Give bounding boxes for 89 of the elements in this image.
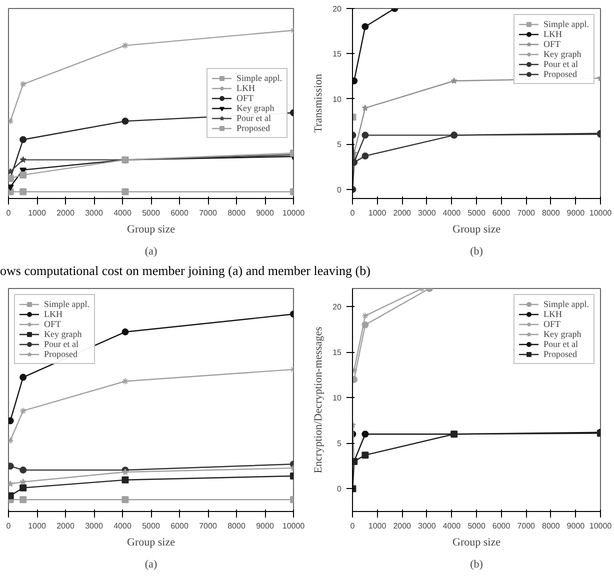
x-axis-title: Group size xyxy=(452,224,501,236)
text: ows computational cost on member joining (a) and member leaving (b) xyxy=(0,262,370,280)
y-tick-label: 0 xyxy=(337,185,342,194)
legend-label: Key graph xyxy=(44,329,82,339)
x-tick-label: 5000 xyxy=(142,208,160,218)
legend-label: Proposed xyxy=(236,123,270,133)
x-tick-label: 1000 xyxy=(28,208,46,218)
text: (b) xyxy=(470,558,484,570)
y-tick-label: 5 xyxy=(337,140,342,150)
x-tick-label: 4000 xyxy=(442,522,462,530)
x-tick-label: 5000 xyxy=(468,208,486,218)
x-tick-label: 10000 xyxy=(589,522,612,530)
text: (b) xyxy=(470,246,484,258)
legend-label: OFT xyxy=(544,319,561,329)
x-tick-label: 8000 xyxy=(542,208,560,218)
legend-label: Simple appl. xyxy=(544,19,589,29)
legend-label: Pour et al xyxy=(236,113,271,123)
y-tick-label: 15 xyxy=(332,50,342,59)
x-tick-label: 8000 xyxy=(228,522,246,530)
x-tick-label: 2000 xyxy=(56,208,75,218)
legend-label: OFT xyxy=(44,319,62,329)
legend-label: OFT xyxy=(544,39,561,49)
x-tick-label: 1000 xyxy=(368,208,387,218)
y-tick-label: 20 xyxy=(332,4,342,14)
x-tick-label: 7000 xyxy=(199,522,218,530)
legend-label: Simple appl. xyxy=(236,73,282,83)
x-tick-label: 5000 xyxy=(142,522,160,530)
legend-label: Proposed xyxy=(544,69,577,79)
x-tick-label: 9000 xyxy=(256,208,274,218)
legend-label: Proposed xyxy=(44,349,78,359)
x-tick-label: 10000 xyxy=(282,208,306,218)
x-tick-label: 2000 xyxy=(393,522,412,530)
x-tick-label: 0 xyxy=(350,208,356,218)
y-tick-label: 5 xyxy=(337,439,342,448)
legend-label: Key graph xyxy=(544,329,582,339)
x-axis-title: Group size xyxy=(127,224,176,236)
x-tick-label: 3000 xyxy=(85,208,104,218)
legend-label: Pour et al xyxy=(544,59,578,69)
y-tick-label: 0 xyxy=(337,484,342,494)
legend-label: Key graph xyxy=(236,103,274,113)
legend-label: Proposed xyxy=(544,349,577,359)
x-tick-label: 10000 xyxy=(589,208,612,218)
x-tick-label: 0 xyxy=(350,522,356,530)
x-tick-label: 0 xyxy=(6,522,12,530)
legend-label: LKH xyxy=(236,83,256,93)
x-tick-label: 10000 xyxy=(282,522,306,530)
x-tick-label: 6000 xyxy=(492,208,511,218)
x-tick-label: 7000 xyxy=(517,522,536,530)
x-tick-label: 5000 xyxy=(468,522,486,530)
x-tick-label: 9000 xyxy=(256,522,274,530)
x-tick-label: 4000 xyxy=(442,208,462,218)
x-tick-label: 9000 xyxy=(566,522,586,530)
x-tick-label: 7000 xyxy=(199,208,218,218)
x-tick-label: 4000 xyxy=(114,208,132,218)
x-axis-title: Group size xyxy=(452,536,501,548)
x-tick-label: 1000 xyxy=(368,522,387,530)
legend-label: Key graph xyxy=(544,49,582,59)
text: (a) xyxy=(144,558,158,570)
x-tick-label: 3000 xyxy=(85,522,104,530)
x-tick-label: 0 xyxy=(6,208,12,218)
x-tick-label: 2000 xyxy=(56,522,75,530)
legend-label: LKH xyxy=(44,309,64,319)
y-axis-title: Transmission xyxy=(312,74,325,133)
y-tick-label: 20 xyxy=(332,302,342,312)
x-tick-label: 8000 xyxy=(542,522,560,530)
text: (a) xyxy=(144,246,158,258)
legend-label: LKH xyxy=(544,309,563,319)
x-tick-label: 3000 xyxy=(418,208,436,218)
x-axis-title: Group size xyxy=(127,536,176,548)
x-tick-label: 6000 xyxy=(170,522,189,530)
x-tick-label: 4000 xyxy=(114,522,132,530)
legend-label: OFT xyxy=(236,93,254,103)
y-tick-label: 10 xyxy=(332,394,342,403)
x-tick-label: 7000 xyxy=(517,208,536,218)
x-tick-label: 2000 xyxy=(393,208,412,218)
x-tick-label: 6000 xyxy=(170,208,189,218)
legend-label: Simple appl. xyxy=(544,299,589,309)
y-axis-title: Encryption/Decryption-messages xyxy=(312,326,325,474)
y-tick-label: 10 xyxy=(332,94,342,104)
x-tick-label: 6000 xyxy=(492,522,511,530)
x-tick-label: 9000 xyxy=(566,208,586,218)
legend-label: Pour et al xyxy=(544,339,578,349)
x-tick-label: 8000 xyxy=(228,208,246,218)
y-tick-label: 15 xyxy=(332,348,342,358)
x-tick-label: 3000 xyxy=(418,522,436,530)
legend-label: LKH xyxy=(544,29,563,39)
legend-label: Pour et al xyxy=(44,339,78,349)
x-tick-label: 1000 xyxy=(28,522,46,530)
legend-label: Simple appl. xyxy=(44,299,90,309)
